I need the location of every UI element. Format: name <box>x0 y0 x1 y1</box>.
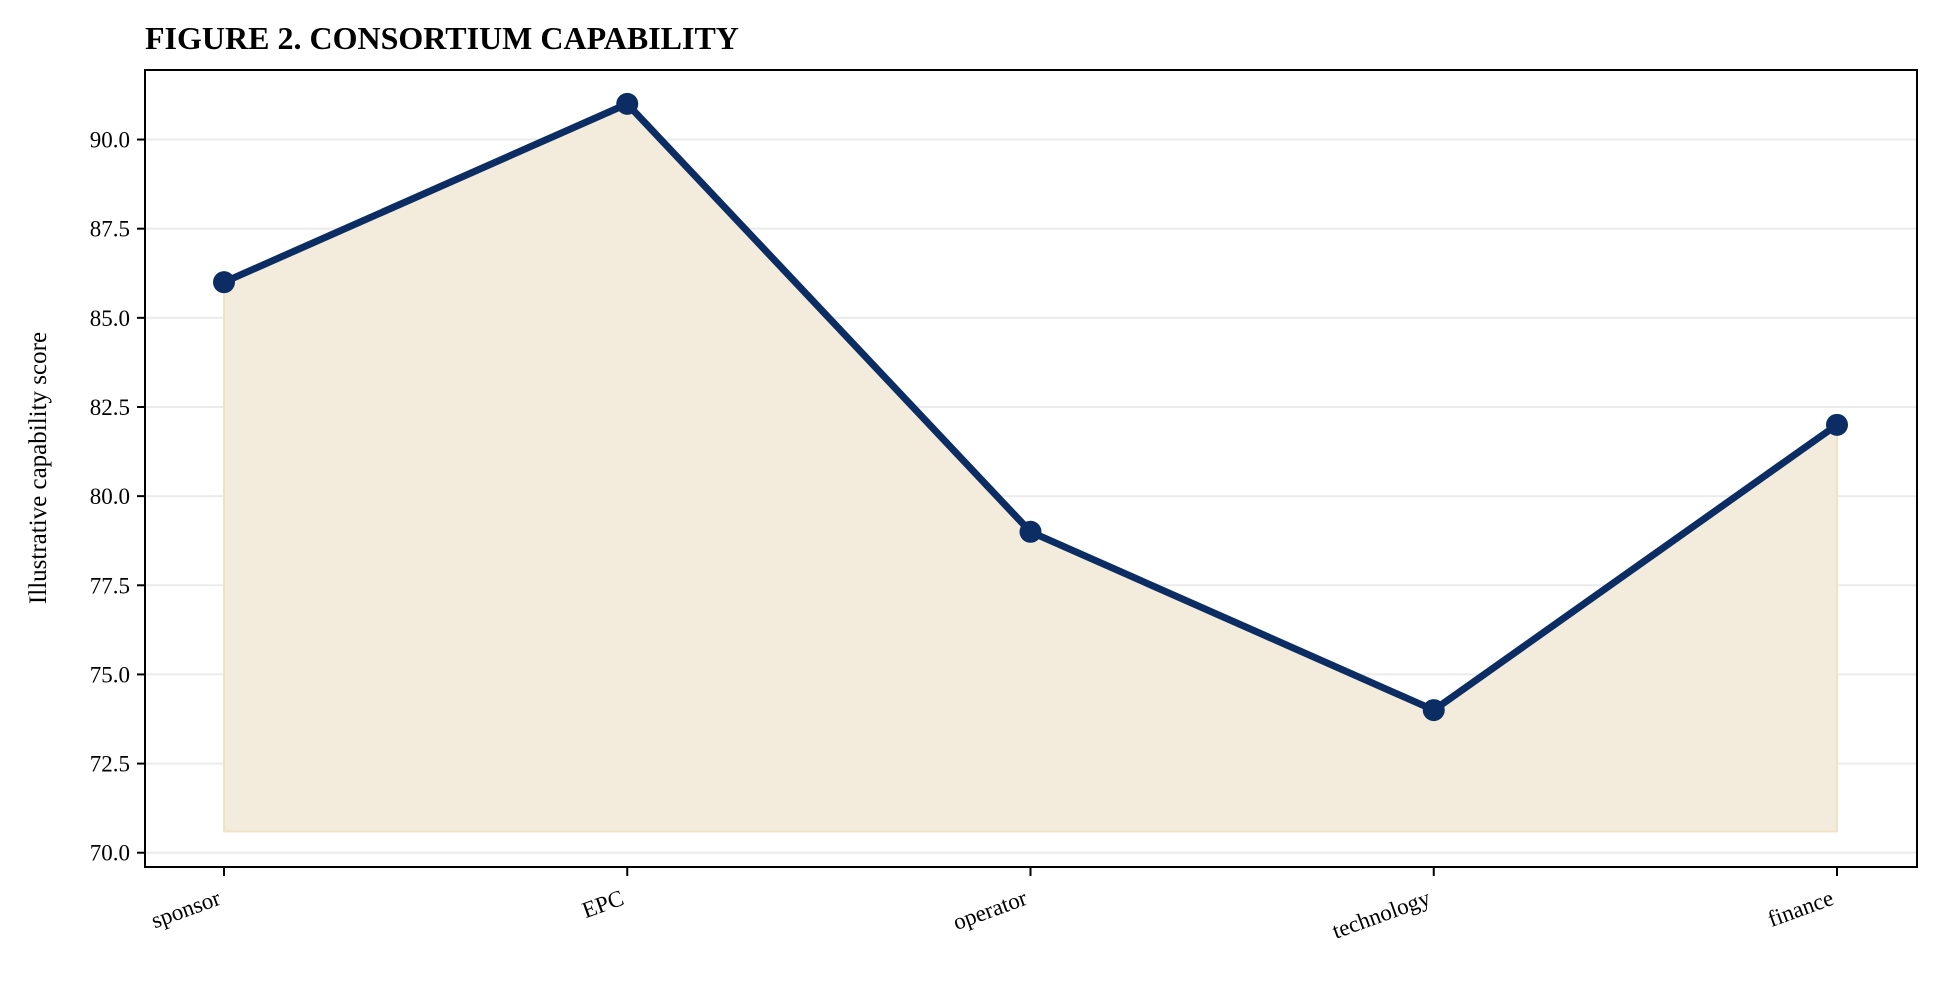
y-tick-label: 80.0 <box>90 484 130 509</box>
y-tick-label: 90.0 <box>90 128 130 153</box>
x-tick-label: sponsor <box>148 885 224 933</box>
y-tick-label: 85.0 <box>90 306 130 331</box>
y-tick-label: 77.5 <box>90 573 130 598</box>
x-tick-label: EPC <box>579 885 627 923</box>
data-point-finance <box>1826 413 1848 436</box>
x-tick-label: technology <box>1329 885 1434 944</box>
y-axis-ticks: 70.0 72.5 75.0 77.5 80.0 82.5 85.0 87.5 90.0 <box>90 128 145 866</box>
x-tick-label: operator <box>950 885 1031 935</box>
data-point-EPC <box>616 92 639 115</box>
area-fill-layer <box>223 102 1838 833</box>
x-axis-ticks: sponsor EPC operator technology finance <box>148 867 1838 944</box>
y-tick-label: 75.0 <box>90 662 130 687</box>
data-point-technology <box>1422 699 1445 722</box>
y-axis-label: Illustrative capability score <box>25 332 52 604</box>
y-tick-label: 70.0 <box>90 841 130 866</box>
x-tick-label: finance <box>1765 885 1837 932</box>
data-point-sponsor <box>213 271 235 294</box>
data-point-operator <box>1019 520 1042 543</box>
area-fill <box>223 102 1838 833</box>
y-tick-label: 87.5 <box>90 217 130 242</box>
y-tick-label: 82.5 <box>90 395 130 420</box>
y-tick-label: 72.5 <box>90 752 130 777</box>
data-points <box>213 92 1848 722</box>
chart-title: FIGURE 2. CONSORTIUM CAPABILITY <box>145 20 739 56</box>
